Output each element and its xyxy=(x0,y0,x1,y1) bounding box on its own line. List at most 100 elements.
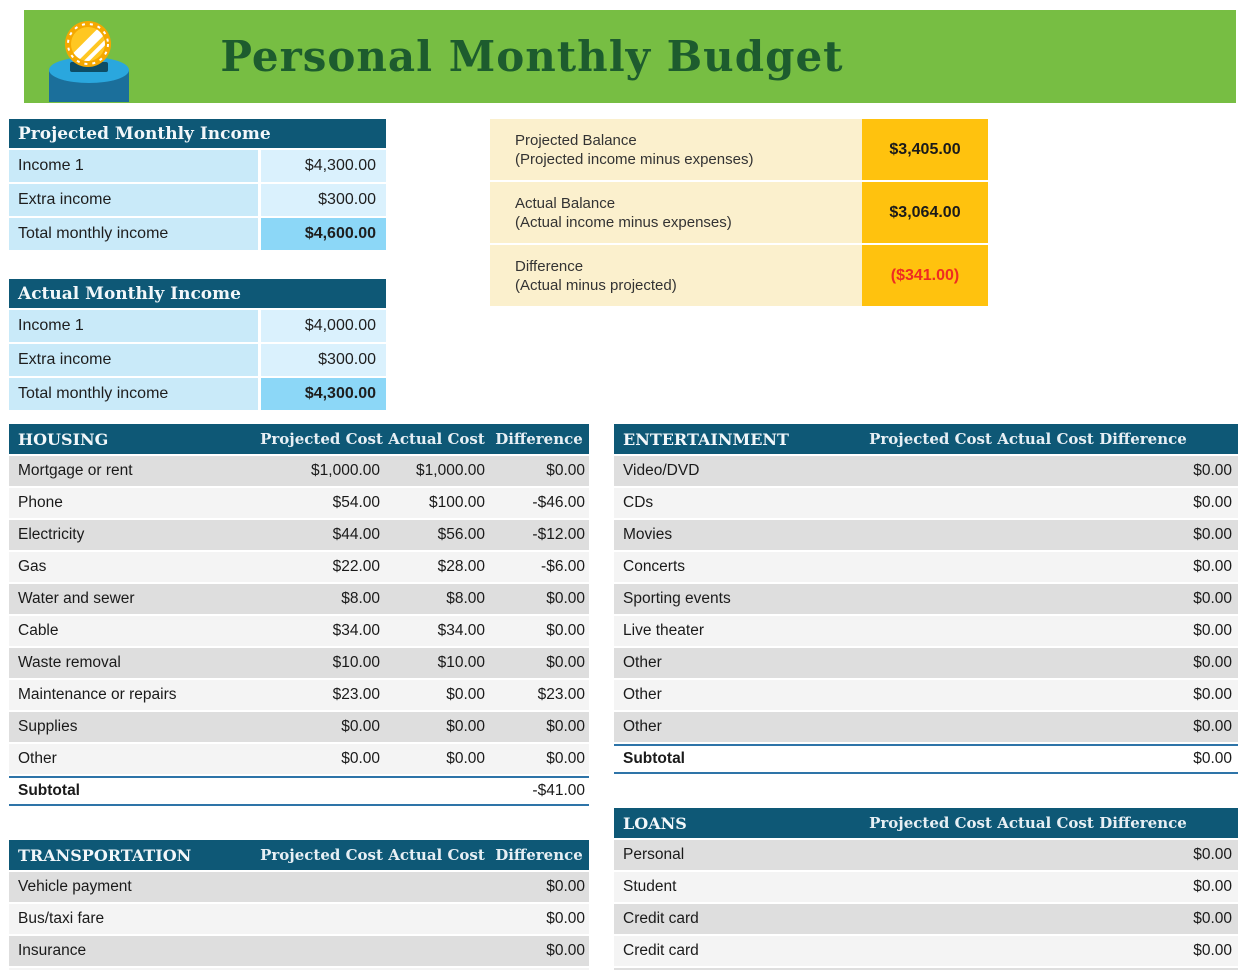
difference-cell[interactable]: -$46.00 xyxy=(532,494,585,511)
income-value-cell[interactable]: $4,600.00 xyxy=(261,218,386,250)
item-label-cell[interactable]: Personal xyxy=(623,846,685,863)
balance-value-cell[interactable]: $3,405.00 xyxy=(862,119,988,180)
difference-cell[interactable]: $23.00 xyxy=(537,686,585,703)
actual-cost-cell[interactable]: $28.00 xyxy=(437,558,485,575)
item-label-cell[interactable]: Other xyxy=(623,718,662,735)
income-label-cell[interactable]: Income 1 xyxy=(9,310,258,342)
projected-cost-cell[interactable]: $44.00 xyxy=(332,526,380,543)
projected-cost-cell[interactable]: $10.00 xyxy=(332,654,380,671)
difference-cell[interactable]: $0.00 xyxy=(1193,942,1232,959)
actual-cost-cell[interactable]: $1,000.00 xyxy=(416,462,485,479)
difference-cell[interactable]: $0.00 xyxy=(1193,846,1232,863)
projected-cost-cell[interactable]: $8.00 xyxy=(341,590,380,607)
difference-cell[interactable]: -$6.00 xyxy=(541,558,585,575)
income-label-cell[interactable]: Total monthly income xyxy=(9,378,258,410)
item-label-cell[interactable]: Sporting events xyxy=(623,590,731,607)
projected-cost-cell[interactable]: $1,000.00 xyxy=(311,462,380,479)
projected-cost-cell[interactable]: $0.00 xyxy=(341,750,380,767)
item-label-cell[interactable]: CDs xyxy=(623,494,654,511)
difference-cell[interactable]: $0.00 xyxy=(1193,494,1232,511)
difference-cell[interactable]: $0.00 xyxy=(546,462,585,479)
item-label-cell[interactable]: Water and sewer xyxy=(18,590,135,607)
difference-cell[interactable]: $0.00 xyxy=(1193,654,1232,671)
actual-cost-cell[interactable]: $0.00 xyxy=(446,750,485,767)
balance-value-cell[interactable]: $3,064.00 xyxy=(862,182,988,243)
item-label-cell[interactable]: Movies xyxy=(623,526,673,543)
column-header-projected-cost: Projected Cost xyxy=(869,430,992,448)
difference-cell[interactable]: $0.00 xyxy=(1193,558,1232,575)
actual-cost-cell[interactable]: $56.00 xyxy=(437,526,485,543)
item-label-cell[interactable]: Live theater xyxy=(623,622,704,639)
difference-cell[interactable]: $0.00 xyxy=(546,878,585,895)
difference-cell[interactable]: $0.00 xyxy=(1193,750,1232,767)
difference-cell[interactable]: $0.00 xyxy=(546,654,585,671)
item-label-cell[interactable]: Bus/taxi fare xyxy=(18,910,105,927)
difference-cell[interactable]: $0.00 xyxy=(546,942,585,959)
projected-cost-cell[interactable]: $23.00 xyxy=(332,686,380,703)
column-header-projected-cost: Projected Cost xyxy=(260,430,383,448)
income-label-cell[interactable]: Extra income xyxy=(9,344,258,376)
actual-cost-cell[interactable]: $100.00 xyxy=(428,494,485,511)
projected-cost-cell[interactable]: $22.00 xyxy=(332,558,380,575)
table-row: Live theater $0.00 xyxy=(614,616,1238,646)
income-label-cell[interactable]: Extra income xyxy=(9,184,258,216)
difference-cell[interactable]: $0.00 xyxy=(1193,910,1232,927)
difference-cell[interactable]: $0.00 xyxy=(546,750,585,767)
item-label-cell[interactable]: Other xyxy=(18,750,57,767)
projected-cost-cell[interactable]: $54.00 xyxy=(332,494,380,511)
difference-cell[interactable]: $0.00 xyxy=(546,590,585,607)
income-value-cell[interactable]: $4,300.00 xyxy=(261,378,386,410)
item-label-cell[interactable]: Electricity xyxy=(18,526,85,543)
item-label-cell[interactable]: Phone xyxy=(18,494,63,511)
item-label-cell[interactable]: Subtotal xyxy=(18,782,80,799)
income-value-cell[interactable]: $300.00 xyxy=(261,184,386,216)
item-label-cell[interactable]: Gas xyxy=(18,558,47,575)
balance-label-cell[interactable]: Difference (Actual minus projected) xyxy=(490,245,862,306)
item-label-cell[interactable]: Video/DVD xyxy=(623,462,700,479)
balance-label-cell[interactable]: Projected Balance (Projected income minus… xyxy=(490,119,862,180)
difference-cell[interactable]: $0.00 xyxy=(1193,878,1232,895)
item-label-cell[interactable]: Concerts xyxy=(623,558,686,575)
item-label-cell[interactable]: Other xyxy=(623,686,662,703)
difference-cell[interactable]: -$12.00 xyxy=(532,526,585,543)
item-label-cell[interactable]: Subtotal xyxy=(623,750,685,767)
difference-cell[interactable]: $0.00 xyxy=(1193,686,1232,703)
difference-cell[interactable]: $0.00 xyxy=(1193,718,1232,735)
item-label-cell[interactable]: Cable xyxy=(18,622,59,639)
balance-label: Actual Balance xyxy=(515,194,616,212)
difference-cell[interactable]: $0.00 xyxy=(546,718,585,735)
item-label-cell[interactable]: Insurance xyxy=(18,942,87,959)
table-row: Movies $0.00 xyxy=(614,520,1238,550)
income-value-cell[interactable]: $4,000.00 xyxy=(261,310,386,342)
item-label-cell[interactable]: Mortgage or rent xyxy=(18,462,133,479)
item-label-cell[interactable]: Maintenance or repairs xyxy=(18,686,177,703)
balance-value-cell[interactable]: ($341.00) xyxy=(862,245,988,306)
item-label-cell[interactable]: Credit card xyxy=(623,910,699,927)
balance-summary: Projected Balance (Projected income minus… xyxy=(490,119,988,308)
income-label-cell[interactable]: Total monthly income xyxy=(9,218,258,250)
projected-cost-cell[interactable]: $0.00 xyxy=(341,718,380,735)
item-label-cell[interactable]: Supplies xyxy=(18,718,78,735)
actual-cost-cell[interactable]: $8.00 xyxy=(446,590,485,607)
balance-label-cell[interactable]: Actual Balance (Actual income minus expen… xyxy=(490,182,862,243)
difference-cell[interactable]: $0.00 xyxy=(1193,462,1232,479)
income-value-cell[interactable]: $300.00 xyxy=(261,344,386,376)
actual-cost-cell[interactable]: $10.00 xyxy=(437,654,485,671)
difference-cell[interactable]: $0.00 xyxy=(546,622,585,639)
item-label-cell[interactable]: Vehicle payment xyxy=(18,878,132,895)
actual-cost-cell[interactable]: $0.00 xyxy=(446,686,485,703)
item-label-cell[interactable]: Credit card xyxy=(623,942,699,959)
income-label-cell[interactable]: Income 1 xyxy=(9,150,258,182)
projected-cost-cell[interactable]: $34.00 xyxy=(332,622,380,639)
difference-cell[interactable]: $0.00 xyxy=(546,910,585,927)
difference-cell[interactable]: $0.00 xyxy=(1193,590,1232,607)
actual-cost-cell[interactable]: $0.00 xyxy=(446,718,485,735)
difference-cell[interactable]: -$41.00 xyxy=(532,782,585,799)
item-label-cell[interactable]: Other xyxy=(623,654,662,671)
difference-cell[interactable]: $0.00 xyxy=(1193,622,1232,639)
income-value-cell[interactable]: $4,300.00 xyxy=(261,150,386,182)
item-label-cell[interactable]: Student xyxy=(623,878,677,895)
difference-cell[interactable]: $0.00 xyxy=(1193,526,1232,543)
actual-cost-cell[interactable]: $34.00 xyxy=(437,622,485,639)
item-label-cell[interactable]: Waste removal xyxy=(18,654,121,671)
